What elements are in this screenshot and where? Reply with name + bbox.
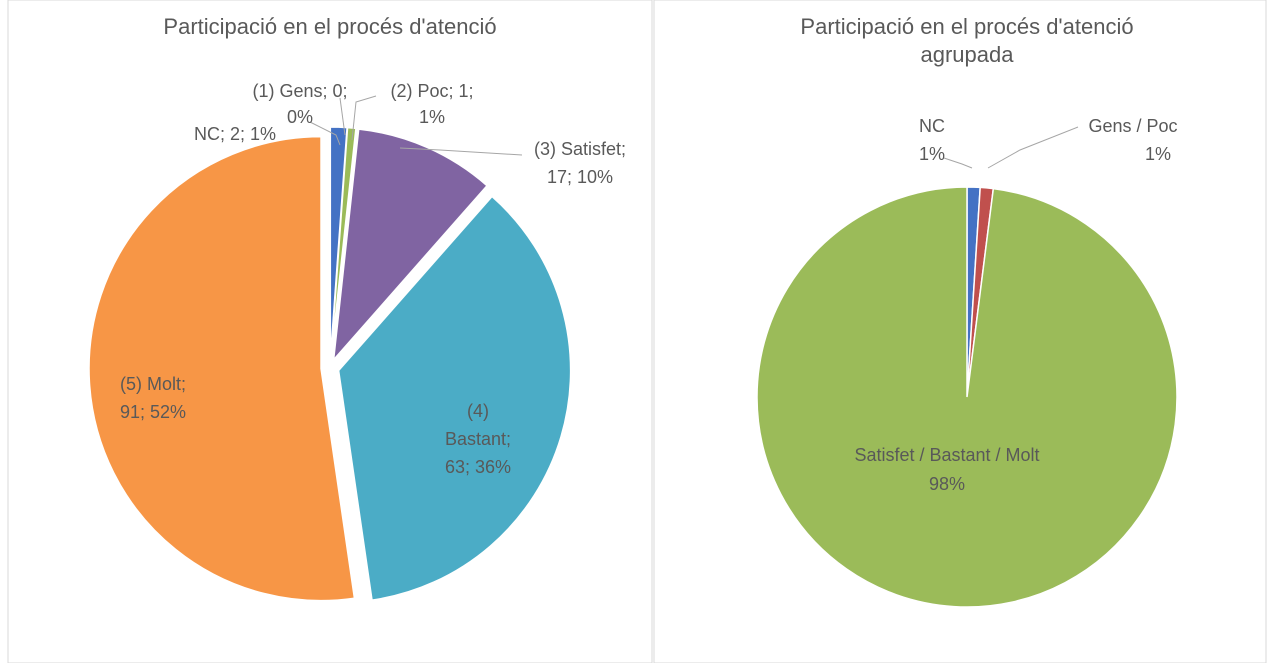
data-label: 1% — [919, 144, 945, 164]
data-label: 1% — [1145, 144, 1171, 164]
leader-line — [351, 95, 377, 141]
pie-slice — [332, 128, 489, 363]
leader-line — [399, 147, 523, 156]
data-label: NC; 2; 1% — [194, 124, 276, 144]
data-label: 1% — [419, 107, 445, 127]
data-label: 63; 36% — [445, 457, 511, 477]
leader-line — [309, 121, 341, 146]
category-label: Satisfet / Bastant / Molt — [854, 445, 1039, 465]
panel-border — [7, 0, 653, 663]
data-label: Bastant; — [445, 429, 511, 449]
chart-title: Participació en el procés d'atenció — [800, 14, 1133, 39]
data-label: (1) Gens; 0; — [252, 81, 347, 101]
leader-line — [987, 126, 1079, 169]
data-label: 98% — [929, 474, 965, 494]
pie-slice — [337, 195, 572, 601]
chart-title: Participació en el procés d'atenció — [163, 14, 496, 39]
data-label: (5) Molt; — [120, 374, 186, 394]
leader-line — [339, 97, 346, 136]
data-label: (3) Satisfet; — [534, 139, 626, 159]
pie-slice — [756, 186, 1178, 608]
panel-border — [653, 0, 1267, 663]
pie-slice — [330, 126, 357, 360]
chart-title: agrupada — [921, 42, 1015, 67]
pie-slice — [88, 135, 356, 602]
data-label: (2) Poc; 1; — [390, 81, 473, 101]
data-label: 91; 52% — [120, 402, 186, 422]
leader-line — [943, 157, 973, 169]
data-label: 0% — [287, 107, 313, 127]
data-label: 17; 10% — [547, 167, 613, 187]
data-label: (4) — [467, 401, 489, 421]
category-label: NC — [919, 116, 945, 136]
category-label: Gens / Poc — [1088, 116, 1177, 136]
